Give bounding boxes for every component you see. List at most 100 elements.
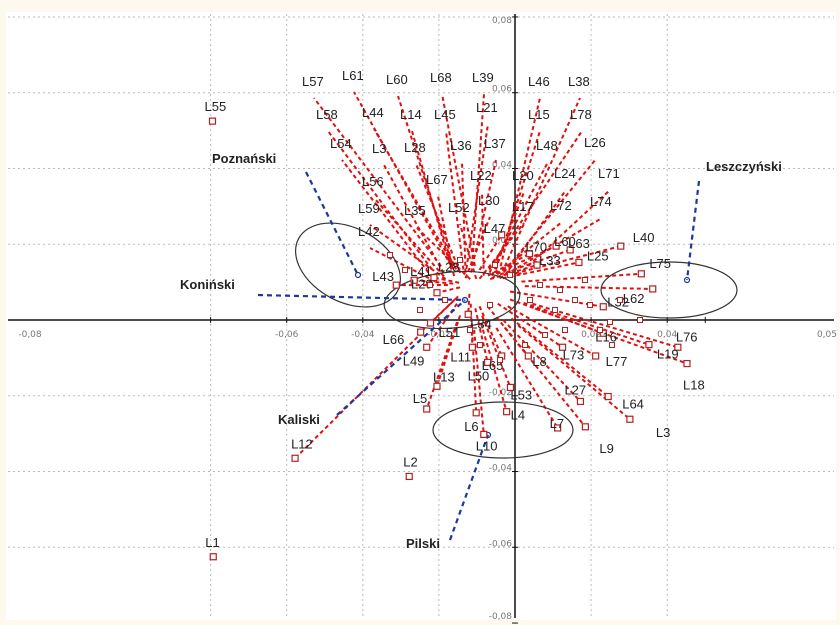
point-label-l66: L66 [383, 332, 405, 347]
point-l1 [210, 554, 216, 560]
point-marker [553, 308, 558, 313]
point-l2 [406, 473, 412, 479]
point-l3 [627, 416, 633, 422]
vector-label-l21: L21 [476, 100, 498, 115]
point-l4 [504, 409, 510, 415]
point-marker [543, 333, 548, 338]
point-marker [538, 283, 543, 288]
point-marker [498, 358, 503, 363]
point-l32 [600, 304, 606, 310]
region-label: Koniński [180, 277, 235, 292]
point-label-l5: L5 [413, 391, 427, 406]
point-marker [588, 303, 593, 308]
y-tick-label: -0,06 [489, 539, 513, 549]
point-l19 [646, 342, 652, 348]
x-tick-label: -0,08 [18, 330, 42, 340]
point-label-l53: L53 [510, 387, 532, 402]
vector-label-l28: L28 [404, 140, 426, 155]
point-label-l47: L47 [484, 221, 506, 236]
vector-label-l78: L78 [570, 107, 592, 122]
point-label-l12: L12 [291, 436, 313, 451]
vector-label-l54: L54 [330, 136, 352, 151]
plot-area [6, 12, 836, 620]
vector-label-l15: L15 [528, 107, 550, 122]
point-marker [428, 283, 433, 288]
point-l18 [684, 361, 690, 367]
point-marker [528, 298, 533, 303]
region-label: Leszczyński [706, 159, 782, 174]
point-label-l11: L11 [450, 349, 471, 364]
point-label-l28: L28 [438, 260, 460, 275]
point-l40 [618, 243, 624, 249]
point-marker [403, 268, 408, 273]
point-label-l7: L7 [550, 416, 564, 431]
y-tick-label: 0,08 [492, 16, 512, 26]
vector-label-l36: L36 [450, 138, 472, 153]
point-marker [488, 303, 493, 308]
point-l75 [638, 271, 644, 277]
point-l55 [210, 118, 216, 124]
point-label-l33: L33 [539, 253, 561, 268]
vector-label-l24: L24 [554, 166, 576, 181]
point-l49 [424, 344, 430, 350]
x-tick-label: -0,06 [275, 330, 299, 340]
point-label-l6: L6 [464, 419, 478, 434]
vector-label-l44: L44 [362, 105, 384, 120]
point-marker [563, 328, 568, 333]
point-marker [418, 308, 423, 313]
vector-label-l30: L30 [478, 193, 500, 208]
region-label: Poznański [212, 151, 276, 166]
point-label-l13: L13 [433, 369, 455, 384]
point-label-l49: L49 [403, 353, 425, 368]
point-l25 [576, 259, 582, 265]
point-l27 [577, 398, 583, 404]
vector-label-l37: L37 [484, 136, 506, 151]
vector-label-l48: L48 [536, 138, 558, 153]
point-label-l55: L55 [205, 99, 227, 114]
point-marker [468, 328, 473, 333]
point-l9 [582, 424, 588, 430]
y-tick-label: -0,08 [489, 612, 513, 622]
point-marker [478, 343, 483, 348]
x-tick-label: -0,04 [351, 330, 375, 340]
y-tick-label: 0,06 [492, 85, 512, 95]
point-label-l73: L73 [563, 347, 585, 362]
vector-label-l22: L22 [470, 168, 492, 183]
point-marker [523, 343, 528, 348]
vector-label-l72: L72 [550, 198, 572, 213]
point-marker [608, 320, 613, 325]
vector-label-l52: L52 [448, 200, 470, 215]
point-l5 [424, 406, 430, 412]
point-label-l43: L43 [372, 269, 394, 284]
point-label-l10: L10 [476, 438, 498, 453]
vector-label-l61: L61 [342, 68, 364, 83]
point-label-l76: L76 [676, 329, 698, 344]
vector-label-l68: L68 [430, 70, 452, 85]
vector-label-l67: L67 [426, 172, 448, 187]
vector-label-l56: L56 [362, 174, 384, 189]
point-label-l40: L40 [633, 230, 655, 245]
vector-label-l59: L59 [358, 201, 380, 216]
point-l66 [418, 329, 424, 335]
point-l51 [428, 320, 434, 326]
vector-label-l45: L45 [434, 107, 456, 122]
point-marker [598, 328, 603, 333]
vector-label-l58: L58 [316, 107, 338, 122]
x-tick-label: 0,04 [657, 330, 677, 340]
point-l10 [481, 431, 487, 437]
point-label-l27: L27 [564, 382, 586, 397]
vector-label-l46: L46 [528, 74, 550, 89]
vector-label-l35: L35 [404, 203, 426, 218]
point-marker [610, 343, 615, 348]
vector-label-l60: L60 [386, 72, 408, 87]
point-marker [458, 258, 463, 263]
point-label-l34: L34 [470, 316, 492, 331]
point-l64 [605, 394, 611, 400]
point-label-l70: L70 [525, 240, 547, 255]
region-label: Pilski [406, 536, 440, 551]
point-marker [638, 318, 643, 323]
point-marker [573, 298, 578, 303]
point-l29 [434, 290, 440, 296]
point-label-l62: L62 [623, 291, 645, 306]
